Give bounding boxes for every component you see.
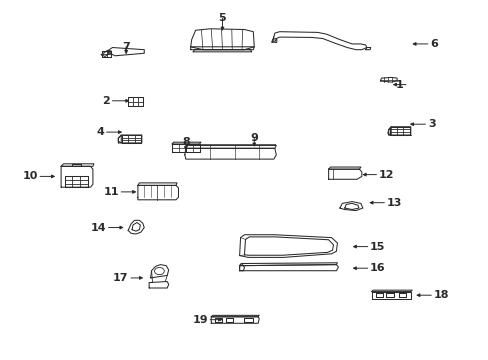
Text: 1: 1 bbox=[395, 80, 403, 90]
Text: 7: 7 bbox=[122, 42, 130, 52]
Text: 2: 2 bbox=[102, 96, 110, 106]
Text: 3: 3 bbox=[427, 119, 435, 129]
Text: 15: 15 bbox=[369, 242, 385, 252]
Text: 13: 13 bbox=[386, 198, 401, 208]
Text: 9: 9 bbox=[250, 133, 258, 143]
Text: 14: 14 bbox=[90, 222, 106, 233]
Text: 6: 6 bbox=[429, 39, 437, 49]
Text: 17: 17 bbox=[113, 273, 128, 283]
Text: 16: 16 bbox=[369, 263, 385, 273]
Text: 4: 4 bbox=[96, 127, 104, 137]
Text: 10: 10 bbox=[22, 171, 38, 181]
Text: 8: 8 bbox=[182, 137, 189, 147]
Text: 5: 5 bbox=[218, 13, 226, 23]
Text: 12: 12 bbox=[378, 170, 394, 180]
Text: 18: 18 bbox=[433, 290, 448, 300]
Text: 19: 19 bbox=[192, 315, 207, 325]
Text: 11: 11 bbox=[103, 187, 119, 197]
